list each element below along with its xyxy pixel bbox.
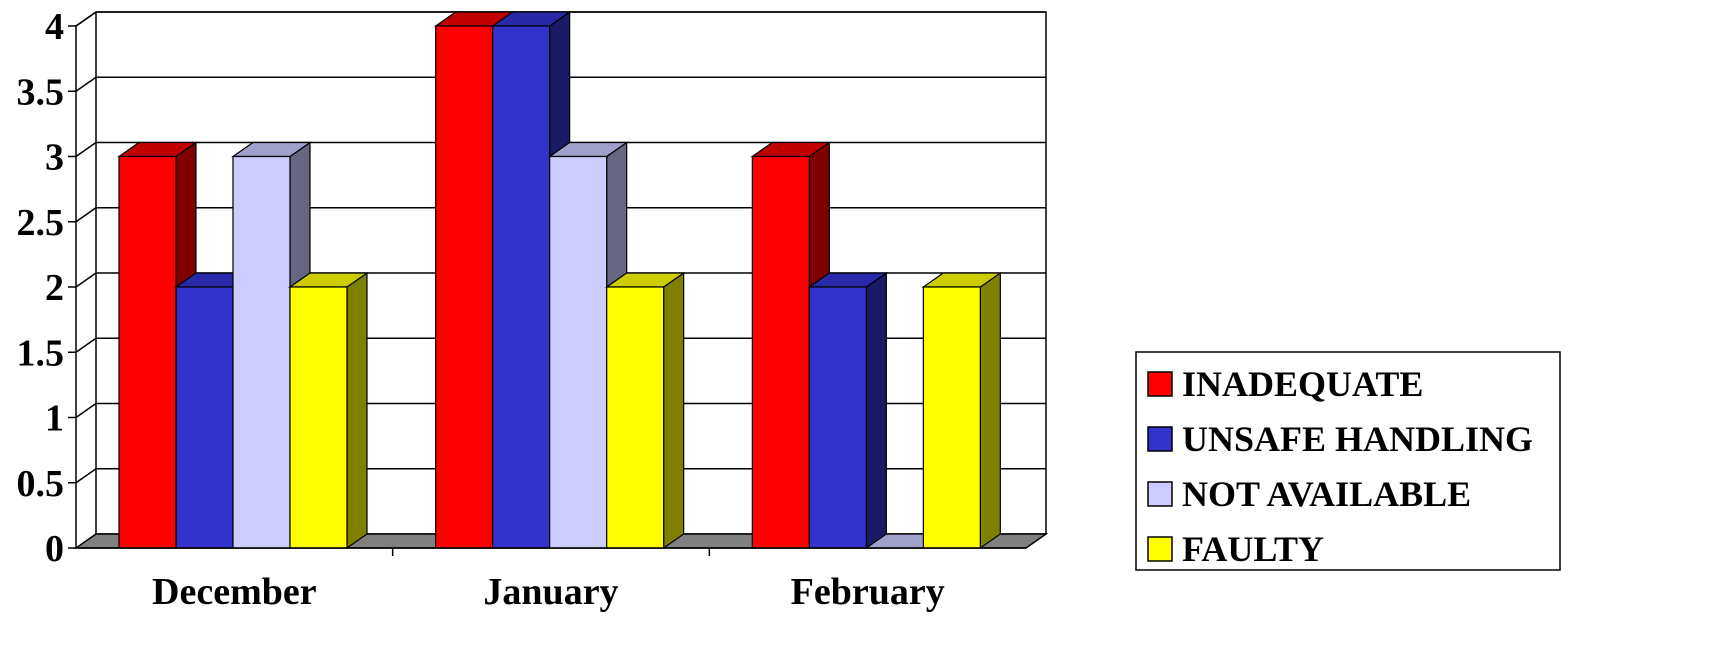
x-category-labels: December January February: [152, 571, 945, 613]
bar-front: [289, 286, 348, 549]
legend-label: UNSAFE HANDLING: [1182, 419, 1533, 459]
bar-side: [979, 271, 1001, 550]
legend: INADEQUATE UNSAFE HANDLING NOT AVAILABLE FA…: [1135, 351, 1561, 571]
bar-front: [606, 286, 665, 549]
bar-front: [922, 286, 981, 549]
gridline-side: [75, 76, 97, 92]
bars: [117, 10, 1003, 550]
bar-front: [492, 25, 551, 549]
gridline-side: [75, 468, 97, 484]
gridline-side: [75, 141, 97, 158]
y-tick-label: 1.5: [17, 332, 65, 374]
gridline-side: [75, 207, 97, 223]
y-tick-label: 3: [45, 137, 64, 179]
bar-front: [232, 155, 291, 549]
legend-item: UNSAFE HANDLING: [1147, 419, 1533, 459]
bar-front: [435, 25, 494, 549]
y-tick-label: 2: [45, 267, 64, 309]
x-category-label: December: [152, 571, 317, 613]
legend-item: NOT AVAILABLE: [1147, 474, 1471, 514]
x-category-label: January: [483, 571, 618, 613]
legend-item: FAULTY: [1147, 529, 1324, 569]
bar-front: [751, 155, 810, 549]
y-tick-label: 0.5: [17, 463, 65, 505]
bar-front: [549, 155, 608, 549]
bar-front: [808, 286, 867, 549]
y-axis-top: [75, 11, 97, 27]
gridline-side: [75, 272, 97, 288]
gridline-side: [75, 402, 97, 419]
bar: [807, 271, 889, 550]
bar-front: [175, 286, 234, 549]
bar-front: [118, 155, 177, 549]
bar-side: [346, 271, 368, 550]
legend-item: INADEQUATE: [1147, 364, 1423, 404]
y-tick-label: 0: [45, 528, 64, 570]
y-tick-label: 3.5: [17, 71, 65, 113]
legend-swatch: [1147, 481, 1173, 507]
legend-label: FAULTY: [1182, 529, 1324, 569]
y-tick-labels: 0 0.5 1 1.5 2 2.5 3 3.5 4: [17, 6, 65, 570]
axes: [68, 11, 1026, 556]
y-tick-label: 2.5: [17, 202, 65, 244]
bar: [288, 271, 369, 550]
bar: [604, 271, 686, 550]
y-tick-label: 1: [45, 398, 64, 440]
legend-swatch: [1147, 426, 1173, 452]
x-category-label: February: [791, 571, 945, 613]
legend-swatch: [1147, 371, 1173, 397]
bar: [921, 271, 1003, 550]
bar-side: [865, 271, 887, 550]
gridline-side: [75, 337, 97, 353]
legend-label: INADEQUATE: [1182, 364, 1423, 404]
bar-side: [663, 271, 685, 550]
y-tick-label: 4: [45, 6, 64, 48]
legend-box: [1135, 351, 1561, 571]
legend-label: NOT AVAILABLE: [1182, 474, 1471, 514]
legend-swatch: [1147, 536, 1173, 562]
